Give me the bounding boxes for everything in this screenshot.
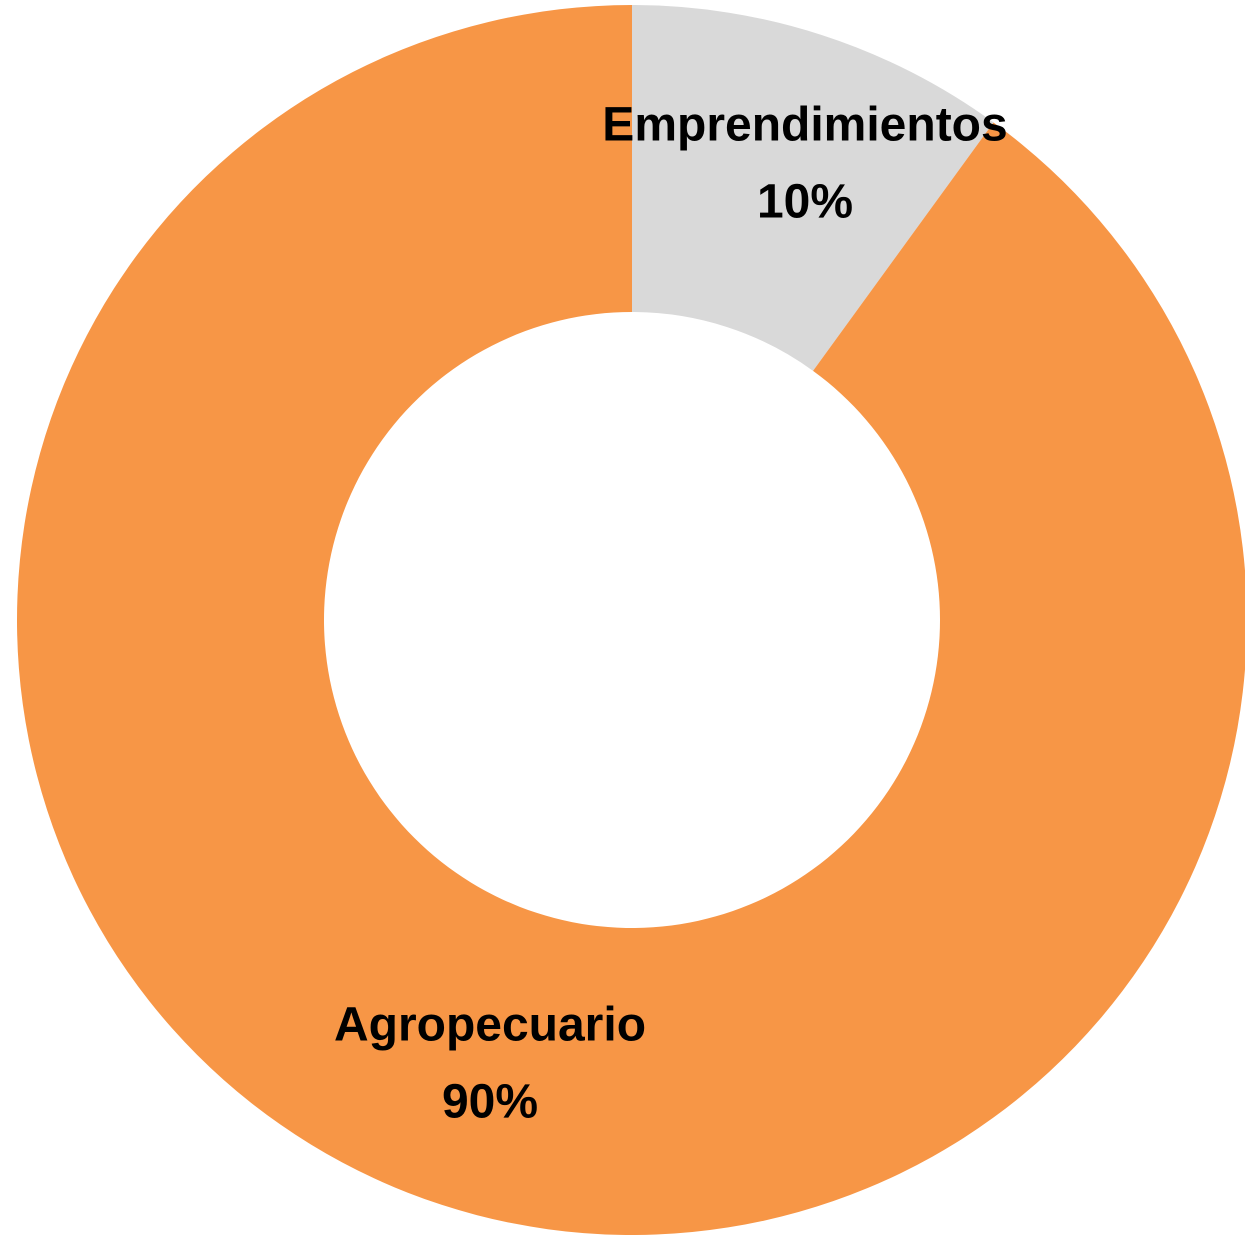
slice-category-label: Emprendimientos bbox=[602, 99, 1007, 152]
slice-value-label: 10% bbox=[757, 176, 853, 229]
donut-slice bbox=[17, 5, 1245, 1235]
slice-category-label: Agropecuario bbox=[334, 999, 646, 1052]
donut-slice bbox=[632, 5, 994, 371]
slice-value-label: 90% bbox=[442, 1076, 538, 1129]
